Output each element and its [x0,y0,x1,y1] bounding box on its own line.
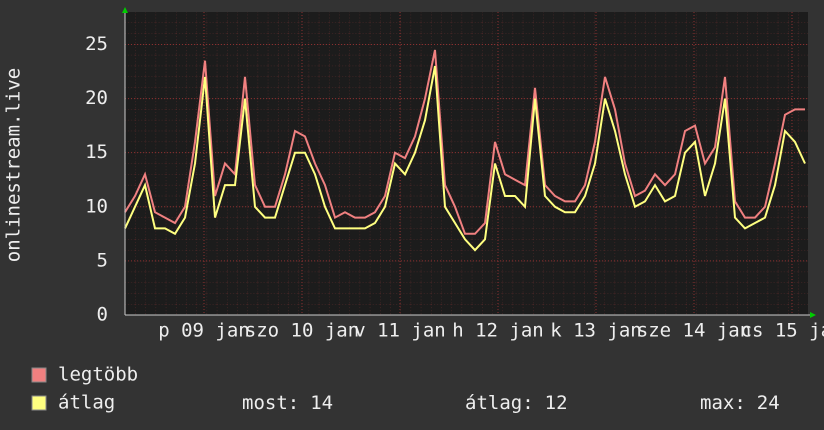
legend-swatch [31,395,47,411]
legend-label: átlag [58,392,115,414]
y-tick-label: 20 [85,87,108,109]
y-arrow [122,7,128,13]
y-tick-label: 15 [85,141,108,163]
stat-value: 12 [545,392,568,414]
x-tick-label: h 12 jan [452,320,544,342]
legend-swatch [31,367,47,383]
x-arrow [810,312,816,318]
y-tick-label: 10 [85,195,108,217]
series-line [124,49,805,235]
stat: átlag: 12 [465,392,568,414]
y-axis-label: onlinestream.live [3,68,25,262]
stat-label: max: [700,392,746,414]
x-tick-label: szo 10 jan [245,320,359,342]
x-tick-label: k 13 jan [550,320,642,342]
y-tick-label: 25 [85,33,108,55]
x-tick-label: p 09 jan [158,320,250,342]
x-tick-label: cs 15 jan [741,320,824,342]
stat-value: 14 [310,392,333,414]
stat: most: 14 [242,392,333,414]
stat: max: 24 [700,392,780,414]
stat-label: most: [242,392,299,414]
legend: legtöbb átlag most: 14 átlag: 12 max: 24 [31,364,780,414]
stat-label: átlag: [465,392,534,414]
series-line [124,65,806,252]
x-tick-label: v 11 jan [354,320,446,342]
stat-value: 24 [757,392,780,414]
plot [124,12,808,316]
legend-label: legtöbb [58,364,138,386]
y-tick-label: 5 [97,249,108,271]
y-tick-label: 0 [97,304,108,326]
x-tick-label: sze 14 jan [637,320,751,342]
